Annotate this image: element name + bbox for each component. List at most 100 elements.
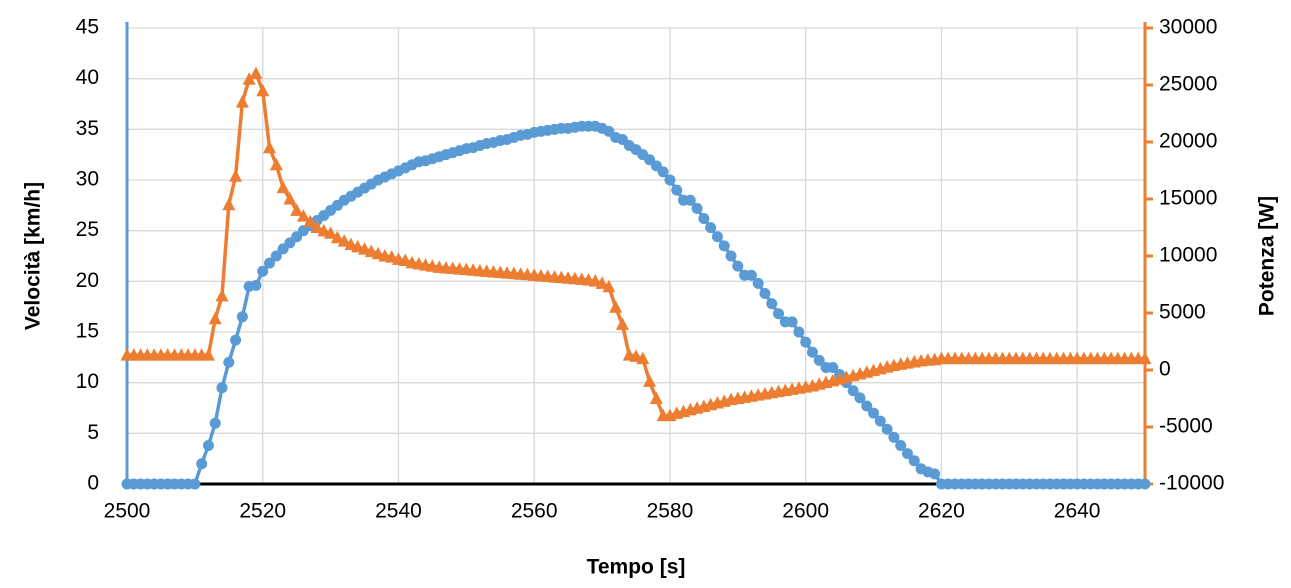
circle-marker [705, 222, 717, 234]
x-tick-label: 2620 [918, 500, 965, 523]
y-tick-label: 30 [76, 168, 99, 191]
y2-tick-label: -10000 [1159, 472, 1224, 495]
y-axis-title: Velocità [km/h] [22, 182, 45, 330]
circle-marker [786, 316, 798, 328]
triangle-marker [1138, 351, 1152, 365]
x-tick-label: 2560 [511, 500, 558, 523]
circle-marker [664, 174, 676, 186]
y2-tick-label: 5000 [1159, 301, 1206, 324]
triangle-marker [229, 169, 243, 182]
triangle-marker [636, 351, 650, 365]
circle-marker [270, 250, 282, 262]
y2-tick-label: 0 [1159, 358, 1171, 381]
circle-marker [196, 458, 208, 470]
circle-marker [264, 257, 276, 269]
x-axis-title: Tempo [s] [587, 556, 686, 579]
circle-marker [813, 354, 825, 366]
circle-marker [230, 334, 242, 346]
circle-marker [881, 423, 893, 435]
y-tick-label: 45 [76, 16, 99, 39]
y-tick-label: 20 [76, 269, 99, 292]
circle-marker [847, 385, 859, 397]
circle-marker [895, 439, 907, 451]
circle-marker [209, 417, 221, 429]
circle-marker [684, 194, 696, 206]
triangle-marker [276, 180, 290, 194]
circle-marker [766, 298, 778, 310]
circle-marker [216, 382, 228, 394]
triangle-marker [337, 234, 351, 247]
y-tick-label: 10 [76, 370, 99, 393]
circle-marker [800, 336, 812, 348]
y-tick-label: 35 [76, 117, 99, 140]
y-tick-label: 15 [76, 320, 99, 343]
x-tick-label: 2580 [647, 500, 694, 523]
x-tick-label: 2600 [782, 500, 829, 523]
circle-marker [773, 308, 785, 320]
triangle-marker [242, 72, 256, 85]
y2-axis-title: Potenza [W] [1256, 196, 1279, 316]
y-tick-label: 0 [87, 472, 99, 495]
triangle-marker [602, 279, 616, 293]
circle-marker [745, 269, 757, 281]
triangle-marker [283, 192, 297, 205]
circle-marker [929, 468, 941, 480]
circle-marker [223, 356, 235, 368]
circle-marker [868, 407, 880, 419]
circle-marker [189, 478, 201, 490]
triangle-marker [649, 391, 663, 404]
x-tick-label: 2500 [104, 500, 151, 523]
y2-tick-label: 10000 [1159, 244, 1217, 267]
y-tick-label: 5 [87, 421, 99, 444]
circle-marker [732, 260, 744, 272]
y2-tick-label: 25000 [1159, 73, 1217, 96]
circle-marker [257, 265, 269, 277]
triangle-marker [208, 311, 222, 325]
circle-marker [250, 279, 262, 291]
circle-marker [793, 326, 805, 338]
circle-marker [861, 400, 873, 412]
circle-marker [888, 431, 900, 443]
triangle-marker [222, 197, 236, 211]
circle-marker [806, 346, 818, 358]
circle-marker [236, 311, 248, 323]
triangle-marker [310, 220, 324, 233]
circle-marker [752, 277, 764, 289]
circle-marker [718, 240, 730, 252]
triangle-marker [263, 140, 277, 154]
circle-marker [725, 250, 737, 262]
circle-marker [908, 455, 920, 467]
triangle-marker [235, 95, 249, 108]
circle-marker [901, 448, 913, 460]
circle-marker [874, 415, 886, 427]
circle-marker [691, 202, 703, 214]
triangle-marker [330, 230, 344, 244]
x-tick-label: 2540 [375, 500, 422, 523]
y2-tick-label: 20000 [1159, 130, 1217, 153]
triangle-marker [249, 66, 263, 80]
y2-tick-label: 15000 [1159, 187, 1217, 210]
triangle-marker [215, 288, 229, 302]
triangle-marker [201, 348, 215, 361]
x-tick-label: 2520 [239, 500, 286, 523]
y2-tick-label: 30000 [1159, 16, 1217, 39]
triangle-marker [296, 209, 310, 222]
circle-marker [827, 361, 839, 373]
circle-marker [202, 439, 214, 451]
circle-marker [698, 213, 710, 225]
x-tick-label: 2640 [1054, 500, 1101, 523]
circle-marker [671, 184, 683, 196]
y-tick-label: 40 [76, 66, 99, 89]
y2-tick-label: -5000 [1159, 415, 1213, 438]
triangle-marker [643, 374, 657, 387]
circle-marker [1139, 478, 1151, 490]
circle-marker [854, 392, 866, 404]
triangle-marker [290, 203, 304, 216]
triangle-marker [615, 317, 629, 330]
triangle-marker [256, 83, 270, 97]
y-tick-label: 25 [76, 218, 99, 241]
triangle-marker [269, 157, 283, 171]
triangle-marker [609, 300, 623, 313]
circle-marker [711, 231, 723, 243]
